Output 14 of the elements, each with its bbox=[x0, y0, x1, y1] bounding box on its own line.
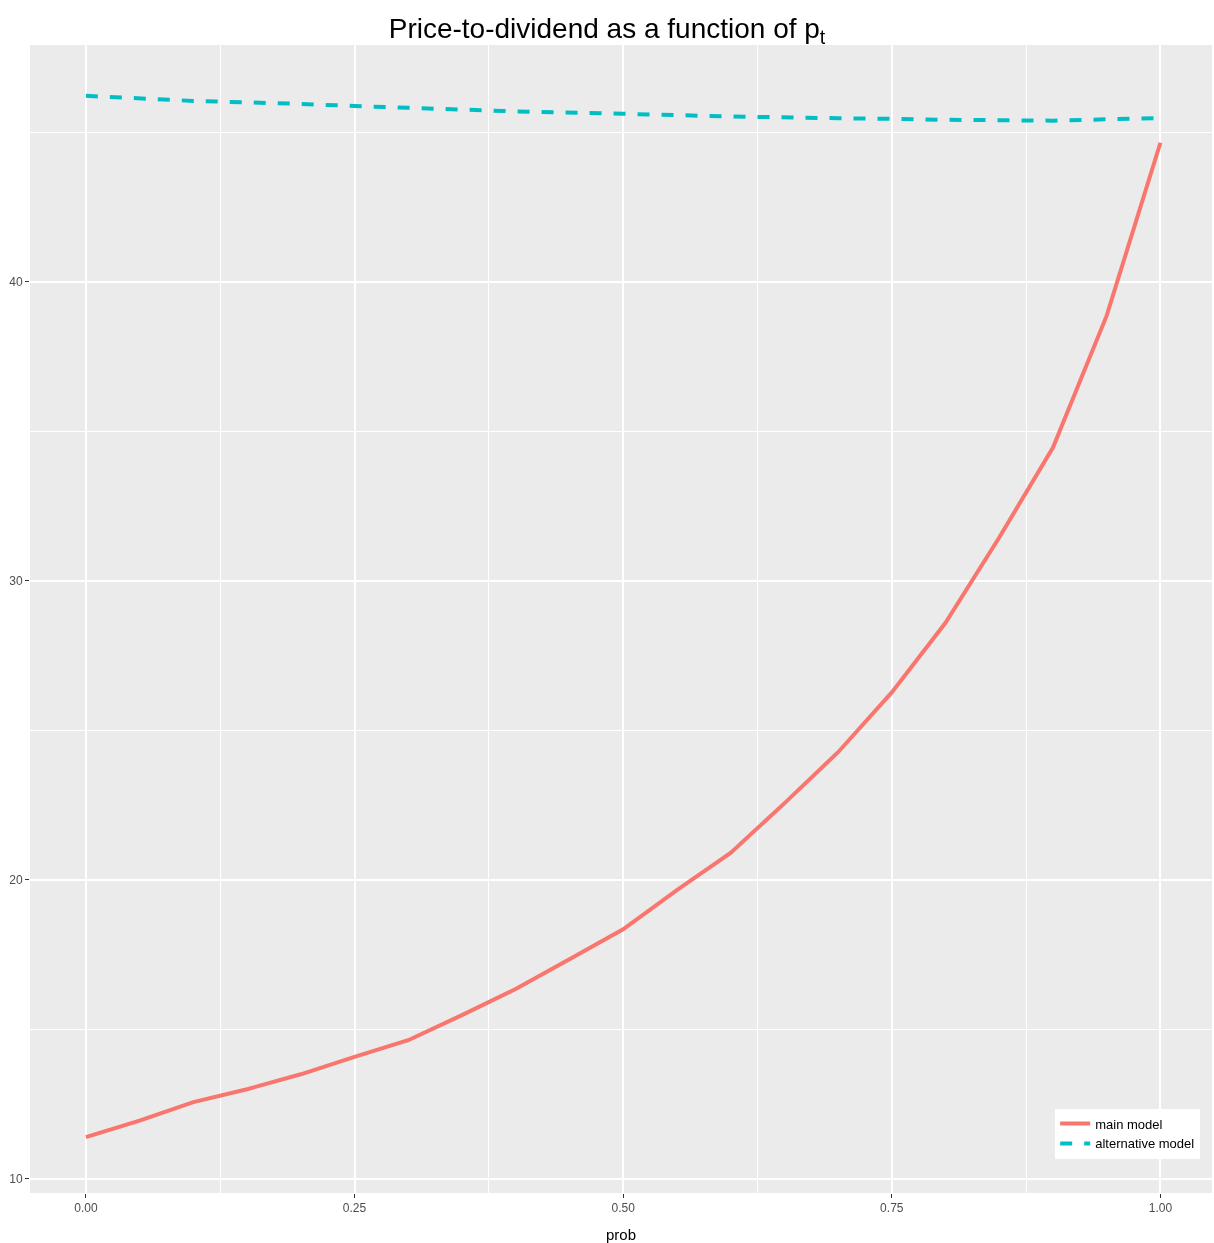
y-tick-label: 20 bbox=[9, 873, 23, 888]
y-tick-label: 10 bbox=[9, 1172, 23, 1187]
x-tick-label: 0.25 bbox=[342, 1201, 367, 1216]
legend-label: main model bbox=[1095, 1116, 1163, 1132]
y-tick-label: 40 bbox=[9, 275, 23, 290]
x-tick-label: 0.75 bbox=[880, 1201, 904, 1216]
x-axis-title: prob bbox=[605, 1226, 637, 1243]
y-tick-label: 30 bbox=[9, 574, 23, 589]
chart-title: Price-to-dividend as a function of p$_{t}$ bbox=[388, 13, 826, 49]
legend-label: alternative model bbox=[1095, 1136, 1195, 1152]
x-tick-label: 0.50 bbox=[611, 1201, 636, 1216]
x-tick-label: 0.00 bbox=[74, 1201, 98, 1216]
line-series bbox=[83, 140, 1163, 1140]
x-tick-label: 1.00 bbox=[1148, 1201, 1173, 1216]
